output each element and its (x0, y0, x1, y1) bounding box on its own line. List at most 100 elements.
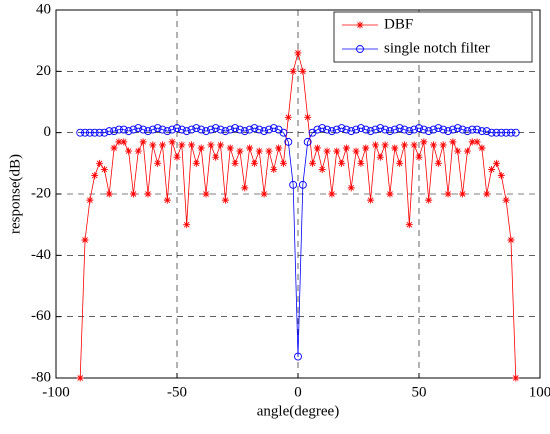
circle-marker (405, 127, 414, 136)
circle-marker (434, 124, 443, 133)
asterisk-marker (144, 190, 152, 198)
asterisk-marker (328, 190, 336, 198)
plot-frame (55, 9, 541, 379)
asterisk-marker (488, 165, 496, 173)
asterisk-marker (362, 144, 370, 152)
circle-marker (458, 125, 467, 134)
circle-marker (444, 127, 452, 136)
circle-marker (429, 125, 438, 134)
asterisk-marker (236, 147, 244, 155)
circle-marker (100, 128, 109, 137)
circle-marker (206, 125, 215, 134)
circle-marker (182, 127, 191, 136)
asterisk-marker (197, 144, 205, 152)
circle-marker (419, 125, 428, 134)
circle-marker (415, 124, 423, 133)
asterisk-marker (139, 138, 147, 146)
legend-label: single notch filter (384, 40, 490, 56)
y-tick-label: -20 (31, 185, 51, 201)
asterisk-marker (246, 144, 254, 152)
asterisk-marker (323, 147, 331, 155)
asterisk-marker (425, 196, 433, 204)
circle-marker (371, 125, 380, 134)
circle-marker (124, 127, 133, 136)
asterisk-marker (76, 374, 84, 382)
asterisk-marker (367, 196, 375, 204)
circle-marker (235, 125, 244, 134)
x-axis-label: angle(degree) (257, 403, 339, 419)
circle-marker (390, 125, 399, 134)
circle-marker (366, 127, 375, 136)
asterisk-marker (410, 141, 418, 149)
asterisk-marker (149, 141, 157, 149)
x-tick-label: 100 (529, 384, 550, 400)
circle-marker (139, 125, 148, 134)
asterisk-marker (168, 138, 176, 146)
circle-marker (497, 128, 506, 137)
circle-marker (211, 124, 220, 133)
circle-marker (226, 125, 235, 134)
circle-marker (487, 128, 496, 137)
circle-marker (202, 127, 210, 136)
circle-marker (221, 127, 230, 136)
circle-marker (381, 125, 390, 134)
circle-marker (168, 125, 177, 134)
asterisk-marker (347, 184, 355, 192)
asterisk-marker (250, 159, 258, 167)
circle-marker (216, 125, 225, 134)
circle-marker (352, 125, 361, 134)
asterisk-marker (134, 147, 142, 155)
y-tick-label: -80 (31, 369, 51, 385)
asterisk-marker (439, 141, 447, 149)
asterisk-marker (352, 147, 360, 155)
asterisk-marker (478, 144, 486, 152)
circle-marker (255, 125, 264, 134)
asterisk-marker (120, 138, 128, 146)
circle-marker (477, 127, 486, 136)
asterisk-marker (492, 159, 500, 167)
circle-marker (502, 128, 511, 137)
legend-label: DBF (384, 16, 413, 32)
asterisk-marker (255, 147, 263, 155)
asterisk-marker (81, 236, 89, 244)
circle-marker (187, 125, 196, 134)
circle-marker (265, 125, 273, 134)
x-tick-label: -50 (167, 384, 187, 400)
circle-marker (356, 124, 365, 133)
asterisk-marker (304, 113, 312, 121)
asterisk-marker (459, 190, 467, 198)
circle-marker (507, 128, 515, 137)
circle-marker (95, 128, 104, 137)
asterisk-marker (396, 159, 404, 167)
asterisk-marker (221, 196, 229, 204)
asterisk-marker (105, 190, 113, 198)
asterisk-marker (91, 172, 99, 180)
asterisk-marker (173, 153, 181, 161)
circle-marker (303, 137, 312, 146)
circle-marker (250, 124, 259, 133)
asterisk-marker (338, 159, 346, 167)
asterisk-marker (463, 147, 471, 155)
asterisk-marker (507, 236, 515, 244)
asterisk-marker (289, 67, 297, 75)
circle-marker (119, 125, 128, 134)
circle-marker (177, 125, 186, 134)
asterisk-marker (468, 138, 476, 146)
circle-marker (269, 124, 278, 133)
circle-marker (298, 180, 307, 189)
circle-marker (448, 125, 457, 134)
circle-marker (144, 127, 152, 136)
circle-marker (337, 124, 346, 133)
asterisk-marker (294, 49, 302, 57)
asterisk-marker (260, 190, 268, 198)
circle-marker (386, 127, 394, 136)
asterisk-marker (188, 141, 196, 149)
circle-marker (323, 125, 331, 134)
asterisk-marker (391, 144, 399, 152)
circle-marker (134, 124, 143, 133)
asterisk-marker (202, 190, 210, 198)
asterisk-marker (96, 159, 104, 167)
circle-marker (81, 128, 89, 137)
